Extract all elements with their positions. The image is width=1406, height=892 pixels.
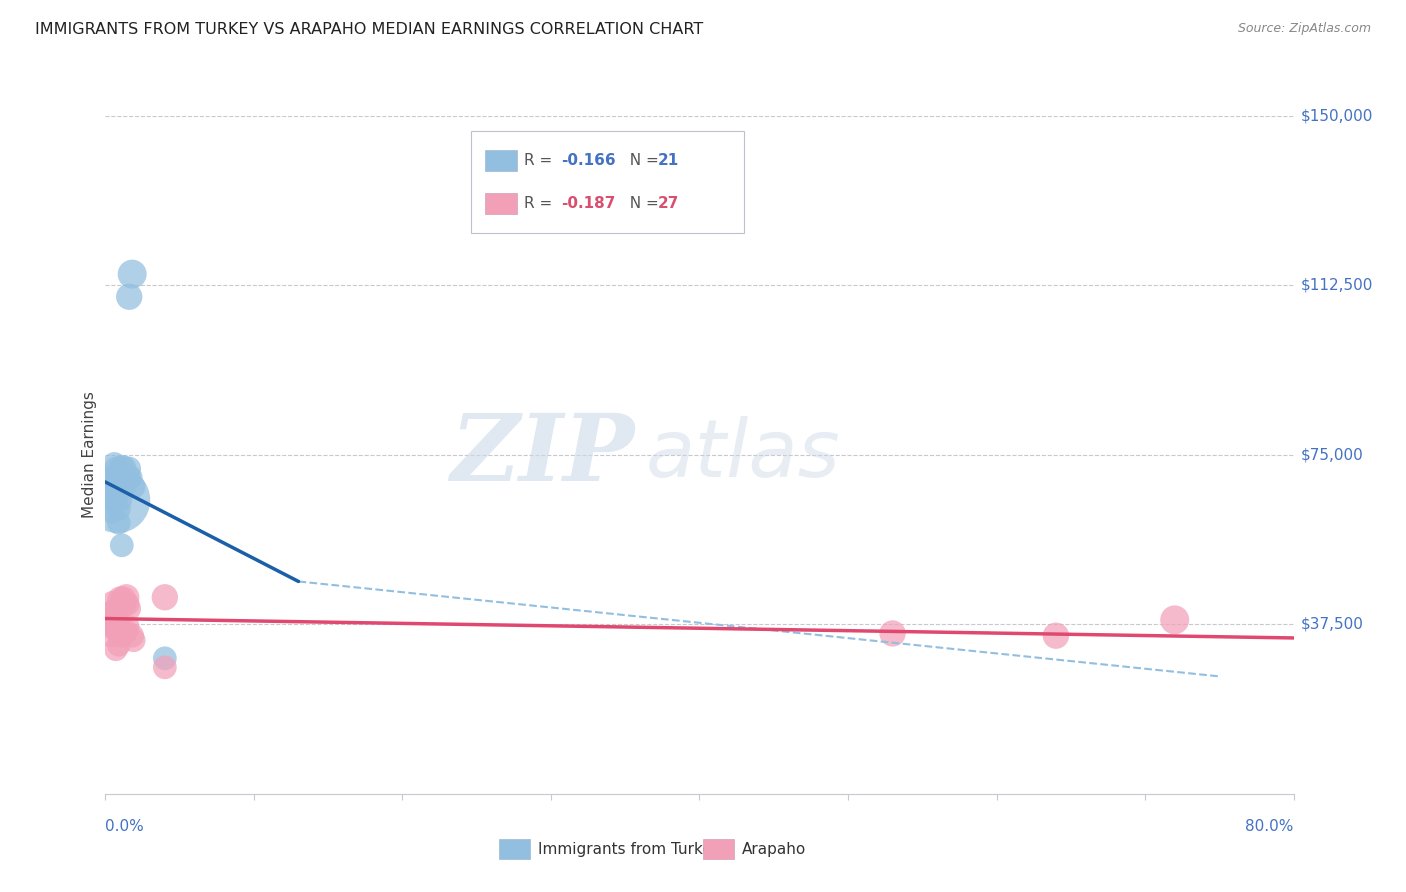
Point	[118, 470, 141, 484]
Text: -0.187: -0.187	[561, 196, 614, 211]
Point	[105, 615, 128, 629]
Point	[122, 479, 145, 493]
Text: 80.0%: 80.0%	[1246, 819, 1294, 834]
Text: 27: 27	[658, 196, 679, 211]
Point	[117, 620, 139, 634]
Point	[104, 461, 127, 475]
Point	[103, 622, 125, 636]
Point	[120, 470, 142, 484]
Point	[104, 601, 127, 615]
Point	[110, 592, 132, 607]
Point	[103, 620, 125, 634]
Text: R =: R =	[524, 153, 557, 168]
Point	[104, 622, 127, 636]
Text: N =: N =	[620, 196, 664, 211]
Text: R =: R =	[524, 196, 557, 211]
Y-axis label: Median Earnings: Median Earnings	[82, 392, 97, 518]
Point	[114, 626, 136, 640]
Point	[118, 461, 141, 475]
Text: $37,500: $37,500	[1301, 617, 1364, 632]
Point	[103, 479, 125, 493]
Text: 21: 21	[658, 153, 679, 168]
Point	[115, 624, 138, 639]
Point	[110, 629, 132, 643]
Point	[105, 622, 128, 636]
Point	[121, 267, 143, 281]
Text: $112,500: $112,500	[1301, 278, 1372, 293]
Point	[110, 493, 132, 508]
Text: Arapaho: Arapaho	[742, 842, 807, 856]
Point	[153, 651, 176, 665]
Point	[111, 461, 134, 475]
Point	[153, 591, 176, 605]
Point	[882, 626, 904, 640]
Text: Source: ZipAtlas.com: Source: ZipAtlas.com	[1237, 22, 1371, 36]
Point	[97, 606, 120, 620]
Point	[114, 597, 136, 611]
Text: N =: N =	[620, 153, 664, 168]
Point	[108, 516, 131, 530]
Point	[118, 601, 141, 615]
Point	[111, 538, 134, 552]
Point	[101, 610, 124, 624]
Point	[1164, 613, 1187, 627]
Point	[104, 479, 127, 493]
Point	[122, 633, 145, 648]
Text: -0.166: -0.166	[561, 153, 616, 168]
Text: atlas: atlas	[645, 416, 841, 494]
Point	[118, 290, 141, 304]
Point	[115, 470, 138, 484]
Point	[1045, 629, 1067, 643]
Point	[100, 507, 122, 521]
Text: $75,000: $75,000	[1301, 448, 1364, 462]
Text: Immigrants from Turkey: Immigrants from Turkey	[538, 842, 721, 856]
Point	[117, 597, 139, 611]
Point	[104, 493, 127, 508]
Text: 0.0%: 0.0%	[105, 819, 145, 834]
Text: IMMIGRANTS FROM TURKEY VS ARAPAHO MEDIAN EARNINGS CORRELATION CHART: IMMIGRANTS FROM TURKEY VS ARAPAHO MEDIAN…	[35, 22, 703, 37]
Text: ZIP: ZIP	[450, 410, 634, 500]
Point	[114, 479, 136, 493]
Point	[153, 660, 176, 674]
Text: $150,000: $150,000	[1301, 109, 1372, 123]
Point	[98, 613, 121, 627]
Point	[104, 642, 127, 657]
Point	[111, 597, 134, 611]
Point	[112, 592, 135, 607]
Point	[115, 591, 138, 605]
Point	[108, 638, 131, 652]
Point	[101, 493, 124, 508]
Point	[108, 502, 131, 516]
Point	[98, 470, 121, 484]
Point	[121, 629, 143, 643]
Point	[111, 624, 134, 639]
Point	[105, 470, 128, 484]
Point	[105, 493, 128, 508]
Point	[108, 620, 131, 634]
Point	[103, 457, 125, 471]
Point	[100, 629, 122, 643]
Point	[101, 597, 124, 611]
Point	[112, 461, 135, 475]
Point	[105, 484, 128, 499]
